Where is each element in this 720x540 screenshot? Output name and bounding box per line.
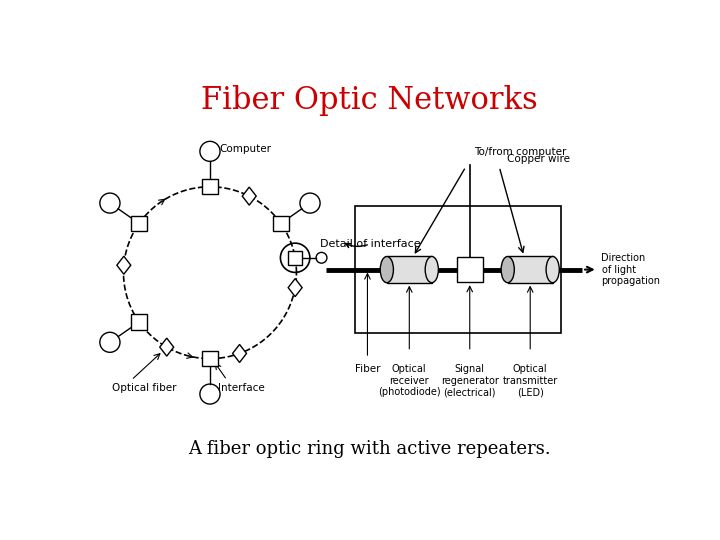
Text: Signal
regenerator
(electrical): Signal regenerator (electrical) <box>441 364 499 397</box>
Bar <box>355 206 561 333</box>
Bar <box>288 251 302 265</box>
Polygon shape <box>160 338 174 356</box>
Text: A fiber optic ring with active repeaters.: A fiber optic ring with active repeaters… <box>188 441 550 458</box>
Text: Interface: Interface <box>217 383 264 393</box>
Bar <box>273 215 289 231</box>
Bar <box>387 256 432 282</box>
Bar <box>131 215 147 231</box>
Ellipse shape <box>501 256 514 282</box>
Polygon shape <box>233 345 246 362</box>
Polygon shape <box>117 256 131 274</box>
Text: Fiber: Fiber <box>355 364 380 374</box>
Text: Direction
of light
propagation: Direction of light propagation <box>601 253 660 286</box>
Bar <box>202 179 217 194</box>
Text: To/from computer: To/from computer <box>474 147 566 157</box>
Polygon shape <box>242 187 256 205</box>
Bar <box>202 351 217 366</box>
Text: Optical
transmitter
(LED): Optical transmitter (LED) <box>503 364 558 397</box>
Text: Fiber Optic Networks: Fiber Optic Networks <box>201 85 537 116</box>
Bar <box>508 256 553 282</box>
Text: Optical fiber: Optical fiber <box>112 383 176 393</box>
Ellipse shape <box>546 256 559 282</box>
Ellipse shape <box>380 256 393 282</box>
Text: Detail of interface: Detail of interface <box>320 239 420 249</box>
Text: Optical
receiver
(photodiode): Optical receiver (photodiode) <box>378 364 441 397</box>
Ellipse shape <box>426 256 438 282</box>
Text: Computer: Computer <box>220 144 271 154</box>
Bar <box>131 314 147 330</box>
Polygon shape <box>288 279 302 296</box>
Text: Copper wire: Copper wire <box>507 153 570 164</box>
Bar <box>457 257 482 282</box>
